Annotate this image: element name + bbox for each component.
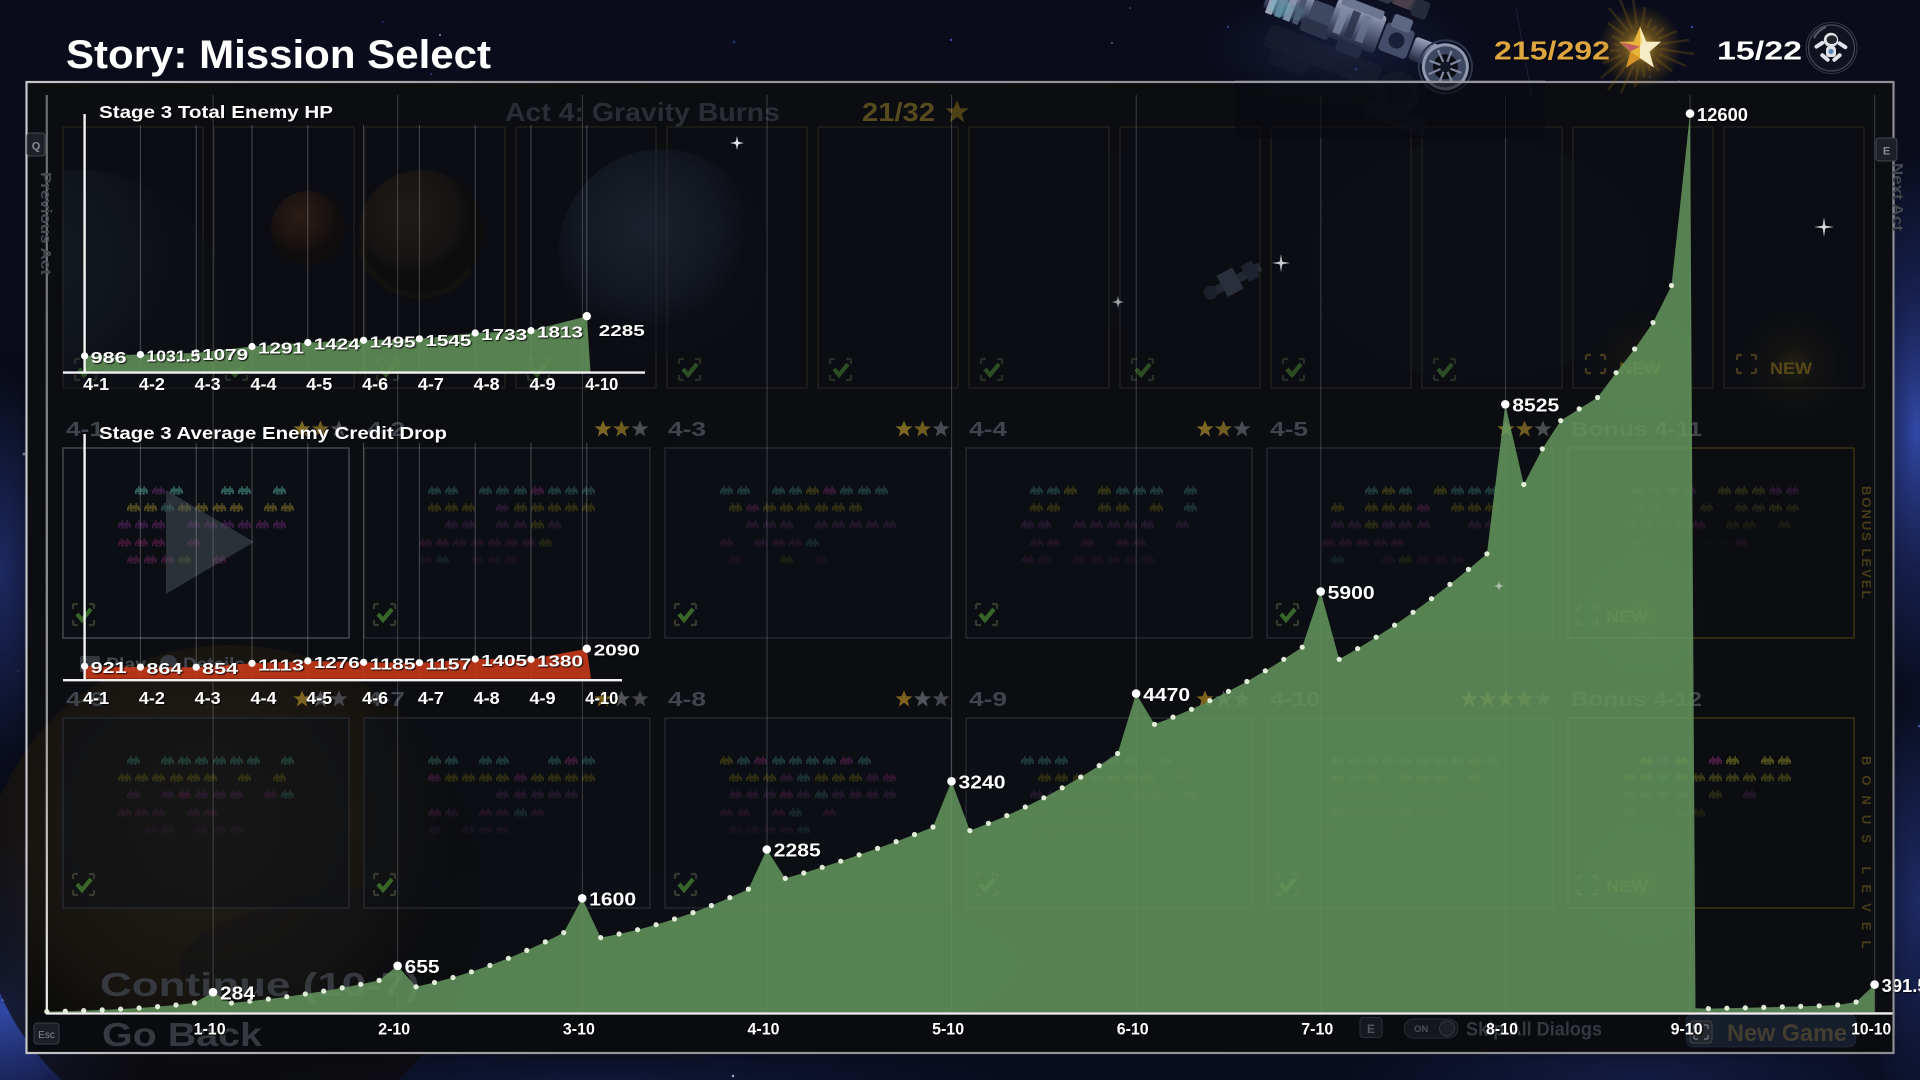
svg-text:Stage 3 Average Enemy Credit D: Stage 3 Average Enemy Credit Drop — [99, 423, 447, 443]
svg-text:12600: 12600 — [1697, 105, 1748, 125]
svg-text:4-2: 4-2 — [139, 688, 165, 708]
svg-text:4-6: 4-6 — [362, 688, 388, 708]
svg-text:Story: Mission Select: Story: Mission Select — [66, 33, 491, 77]
svg-text:4-7: 4-7 — [418, 688, 444, 708]
svg-text:2090: 2090 — [594, 643, 640, 660]
svg-text:1600: 1600 — [589, 890, 636, 910]
svg-text:Esc: Esc — [38, 1030, 55, 1041]
svg-text:4-4: 4-4 — [251, 374, 277, 394]
svg-text:4-4: 4-4 — [969, 419, 1008, 441]
svg-text:4-2: 4-2 — [139, 374, 165, 394]
svg-text:4-8: 4-8 — [474, 374, 500, 394]
svg-text:NEW: NEW — [1770, 359, 1813, 378]
svg-text:E: E — [1367, 1022, 1375, 1036]
svg-text:Act 4: Gravity Burns: Act 4: Gravity Burns — [505, 97, 780, 127]
svg-text:1185: 1185 — [370, 656, 416, 673]
svg-text:1113: 1113 — [258, 657, 305, 674]
svg-text:655: 655 — [405, 957, 440, 977]
svg-text:215/292: 215/292 — [1494, 38, 1610, 66]
svg-text:4-1: 4-1 — [83, 374, 109, 394]
svg-text:1405: 1405 — [481, 653, 528, 670]
svg-text:4-6: 4-6 — [362, 374, 388, 394]
svg-text:4-7: 4-7 — [367, 689, 405, 711]
svg-text:8-10: 8-10 — [1486, 1020, 1518, 1039]
svg-text:8525: 8525 — [1512, 396, 1559, 416]
svg-text:7-10: 7-10 — [1301, 1020, 1333, 1039]
svg-text:3240: 3240 — [959, 773, 1006, 793]
svg-text:4-4: 4-4 — [251, 688, 277, 708]
svg-text:284: 284 — [220, 983, 255, 1003]
svg-text:4-10: 4-10 — [748, 1020, 780, 1039]
svg-text:4-3: 4-3 — [195, 374, 221, 394]
svg-text:2285: 2285 — [774, 841, 821, 861]
svg-text:1079: 1079 — [202, 347, 249, 364]
svg-text:5900: 5900 — [1328, 583, 1375, 603]
svg-text:4-3: 4-3 — [668, 419, 706, 441]
svg-text:4-5: 4-5 — [306, 688, 332, 708]
svg-text:1-10: 1-10 — [194, 1020, 226, 1039]
svg-text:4-3: 4-3 — [195, 688, 221, 708]
svg-text:ON: ON — [1414, 1024, 1428, 1035]
svg-text:E: E — [1883, 146, 1890, 158]
svg-text:1157: 1157 — [425, 657, 471, 674]
svg-text:5-10: 5-10 — [932, 1020, 964, 1039]
svg-text:1733: 1733 — [481, 327, 528, 344]
svg-text:4-2: 4-2 — [367, 419, 405, 441]
svg-text:Skip All Dialogs: Skip All Dialogs — [1466, 1019, 1602, 1041]
svg-text:4-5: 4-5 — [1270, 419, 1308, 441]
svg-text:4-9: 4-9 — [530, 374, 556, 394]
svg-text:3-10: 3-10 — [563, 1020, 595, 1039]
svg-text:921: 921 — [91, 660, 128, 677]
svg-text:4-1: 4-1 — [66, 419, 104, 441]
svg-text:Go Back: Go Back — [102, 1016, 263, 1053]
svg-text:4-9: 4-9 — [969, 689, 1007, 711]
svg-text:New Game: New Game — [1727, 1020, 1847, 1047]
svg-text:1813: 1813 — [537, 325, 584, 342]
svg-text:1276: 1276 — [314, 655, 361, 672]
svg-text:4470: 4470 — [1143, 685, 1190, 705]
svg-text:2-10: 2-10 — [378, 1020, 410, 1039]
svg-text:1291: 1291 — [258, 341, 305, 358]
svg-text:BONUS LEVEL: BONUS LEVEL — [1859, 486, 1874, 600]
svg-text:10-10: 10-10 — [1851, 1020, 1891, 1039]
svg-text:391.5: 391.5 — [1882, 976, 1920, 996]
svg-text:1545: 1545 — [425, 333, 472, 350]
svg-text:4-10: 4-10 — [585, 688, 618, 708]
svg-text:6-10: 6-10 — [1117, 1020, 1149, 1039]
svg-text:4-1: 4-1 — [83, 688, 109, 708]
svg-text:4-6: 4-6 — [66, 689, 104, 711]
svg-text:854: 854 — [202, 661, 239, 678]
svg-text:1495: 1495 — [370, 334, 417, 351]
svg-text:4-5: 4-5 — [306, 374, 332, 394]
svg-text:BONUS LEVEL: BONUS LEVEL — [1859, 756, 1874, 958]
svg-text:1031.5: 1031.5 — [146, 349, 200, 366]
svg-text:15/22: 15/22 — [1717, 38, 1802, 66]
svg-text:Stage 3 Total Enemy HP: Stage 3 Total Enemy HP — [99, 102, 333, 122]
svg-text:Previous Act: Previous Act — [37, 172, 53, 275]
svg-text:4-8: 4-8 — [474, 688, 500, 708]
svg-text:21/32: 21/32 — [862, 97, 935, 127]
svg-text:4-10: 4-10 — [585, 374, 618, 394]
svg-text:4-8: 4-8 — [668, 689, 706, 711]
svg-text:Q: Q — [32, 141, 41, 153]
svg-text:1380: 1380 — [537, 653, 583, 670]
svg-text:Next Act: Next Act — [1889, 163, 1905, 231]
svg-text:986: 986 — [91, 350, 128, 367]
svg-text:4-9: 4-9 — [530, 688, 556, 708]
svg-text:864: 864 — [146, 661, 183, 678]
svg-text:2285: 2285 — [599, 323, 646, 340]
svg-text:4-7: 4-7 — [418, 374, 444, 394]
svg-text:9-10: 9-10 — [1671, 1020, 1703, 1039]
svg-text:1424: 1424 — [314, 337, 361, 354]
